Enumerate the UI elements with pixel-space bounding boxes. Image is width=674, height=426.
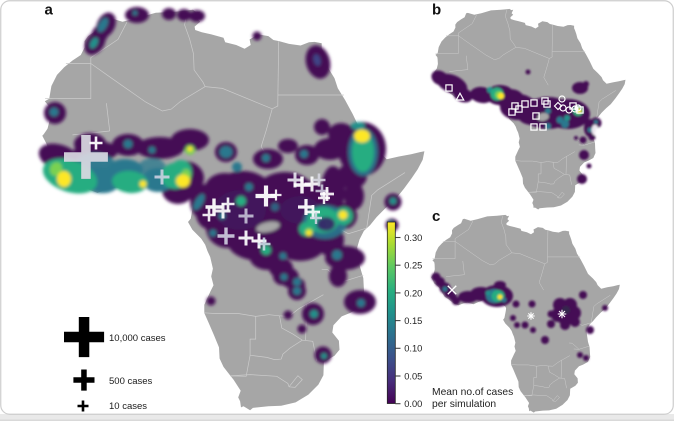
svg-text:0.10: 0.10 <box>404 344 422 354</box>
svg-text:0.30: 0.30 <box>404 233 422 243</box>
svg-text:500 cases: 500 cases <box>109 376 153 387</box>
svg-text:0.15: 0.15 <box>404 316 422 326</box>
svg-text:c: c <box>432 208 440 225</box>
svg-text:10 cases: 10 cases <box>109 401 147 412</box>
svg-text:0.05: 0.05 <box>404 371 422 381</box>
svg-text:per simulation: per simulation <box>432 399 496 410</box>
svg-text:Mean no.of cases: Mean no.of cases <box>432 387 513 398</box>
svg-text:b: b <box>432 1 441 18</box>
svg-text:10,000 cases: 10,000 cases <box>109 333 166 344</box>
svg-text:0.20: 0.20 <box>404 288 422 298</box>
svg-text:0.00: 0.00 <box>404 399 422 409</box>
svg-text:0.25: 0.25 <box>404 261 422 271</box>
svg-text:a: a <box>45 1 54 18</box>
